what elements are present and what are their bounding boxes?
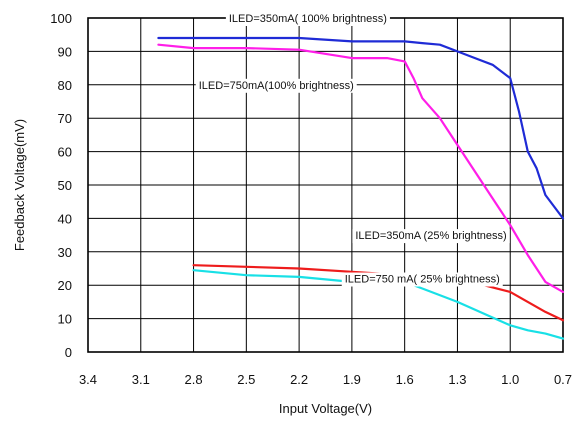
annotation-3: ILED=350mA (25% brightness) (352, 229, 510, 244)
annotation-4: ILED=750 mA( 25% brightness) (341, 272, 503, 287)
x-tick-label: 1.0 (501, 372, 519, 387)
y-tick-label: 50 (58, 178, 72, 193)
x-tick-labels: 3.4 3.1 2.8 2.5 2.2 1.9 1.6 1.3 1.0 0.7 (79, 372, 572, 387)
y-axis-title: Feedback Voltage(mV) (12, 119, 27, 251)
x-tick-label: 1.3 (448, 372, 466, 387)
x-tick-label: 0.7 (554, 372, 572, 387)
y-tick-label: 80 (58, 78, 72, 93)
series-line-4 (192, 269, 565, 340)
annotation-label: ILED=350mA( 100% brightness) (229, 13, 387, 25)
grid (88, 18, 563, 352)
series-line-1 (157, 36, 565, 220)
annotation-background (225, 12, 390, 26)
y-tick-label: 70 (58, 111, 72, 126)
y-tick-label: 40 (58, 211, 72, 226)
x-tick-label: 2.5 (237, 372, 255, 387)
y-tick-label: 20 (58, 278, 72, 293)
annotation-label: ILED=750 mA( 25% brightness) (345, 274, 500, 286)
series-line-2 (157, 43, 565, 293)
x-tick-label: 3.4 (79, 372, 97, 387)
y-tick-label: 90 (58, 44, 72, 59)
y-tick-labels: 0 10 20 30 40 50 60 70 80 90 100 (50, 11, 72, 360)
y-tick-label: 10 (58, 312, 72, 327)
x-tick-label: 3.1 (132, 372, 150, 387)
annotation-1: ILED=350mA( 100% brightness) (225, 12, 390, 26)
y-tick-label: 0 (65, 345, 72, 360)
x-axis-title: Input Voltage(V) (279, 401, 372, 416)
annotations: ILED=350mA( 100% brightness) ILED=750mA(1… (195, 12, 510, 287)
annotation-label: ILED=750mA(100% brightness) (199, 80, 354, 92)
x-tick-label: 1.9 (343, 372, 361, 387)
x-tick-label: 2.8 (185, 372, 203, 387)
y-tick-label: 30 (58, 245, 72, 260)
y-tick-label: 100 (50, 11, 72, 26)
annotation-background (341, 272, 503, 287)
annotation-label: ILED=350mA (25% brightness) (355, 230, 506, 242)
annotation-background (195, 78, 357, 93)
annotation-2: ILED=750mA(100% brightness) (195, 78, 357, 93)
y-tick-label: 60 (58, 145, 72, 160)
annotation-background (352, 229, 510, 244)
x-tick-label: 2.2 (290, 372, 308, 387)
x-tick-label: 1.6 (396, 372, 414, 387)
